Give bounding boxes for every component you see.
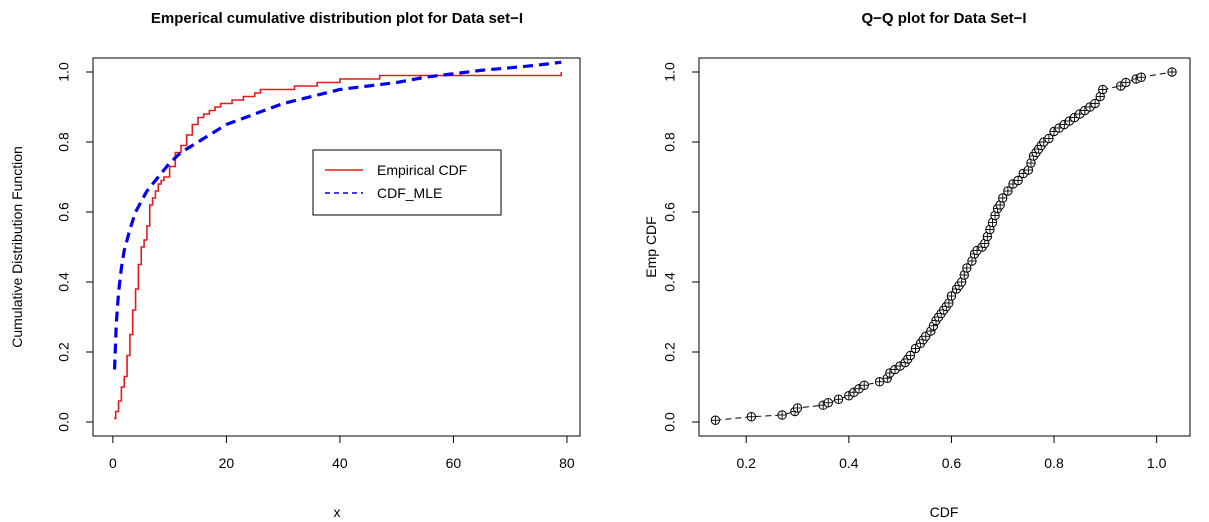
qq-point bbox=[859, 380, 869, 390]
ecdf-x-tick-label: 40 bbox=[332, 455, 348, 471]
series-line-cdf-mle bbox=[112, 60, 562, 370]
qq-point bbox=[1121, 77, 1131, 88]
qq-point bbox=[746, 412, 757, 422]
qq-point bbox=[792, 403, 803, 413]
ecdf-x-tick-label: 20 bbox=[219, 455, 235, 471]
qq-y-tick-label: 0.8 bbox=[662, 132, 678, 152]
qq-point bbox=[823, 398, 833, 408]
ecdf-y-tick-label: 0.8 bbox=[56, 132, 72, 152]
ecdf-y-axis-label: Cumulative Distribution Function bbox=[9, 146, 25, 348]
series-line-empirical-cdf bbox=[114, 72, 563, 420]
qq-point bbox=[905, 350, 916, 361]
qq-point bbox=[1090, 98, 1100, 109]
ecdf-y-tick-label: 1.0 bbox=[56, 62, 72, 82]
ecdf-legend: Empirical CDF CDF_MLE bbox=[312, 149, 502, 216]
legend-box bbox=[312, 149, 502, 216]
qq-point bbox=[962, 263, 972, 273]
qq-point bbox=[980, 238, 990, 249]
qq-x-tick-label: 0.4 bbox=[839, 455, 859, 471]
qq-point bbox=[944, 298, 954, 308]
qq-x-tick-label: 0.2 bbox=[736, 455, 756, 471]
ecdf-chart-title: Emperical cumulative distribution plot f… bbox=[151, 10, 523, 27]
ecdf-y-tick-label: 0.2 bbox=[56, 342, 72, 362]
legend-label-mle: CDF_MLE bbox=[377, 185, 442, 201]
ecdf-chart: Emperical cumulative distribution plot f… bbox=[9, 10, 581, 520]
qq-point bbox=[998, 193, 1008, 203]
qq-chart: Q−Q plot for Data Set−I 0.2 0.4 0.6 0.8 1.0 0… bbox=[643, 10, 1191, 520]
qq-y-tick-label: 0.4 bbox=[662, 272, 678, 292]
qq-x-tick-label: 1.0 bbox=[1147, 455, 1167, 471]
ecdf-x-tick-label: 80 bbox=[559, 455, 575, 471]
qq-y-tick-label: 0.2 bbox=[662, 342, 678, 362]
qq-y-tick-label: 1.0 bbox=[662, 62, 678, 82]
qq-point bbox=[833, 394, 844, 404]
qq-chart-title: Q−Q plot for Data Set−I bbox=[861, 10, 1026, 27]
qq-point bbox=[982, 231, 993, 242]
qq-point bbox=[959, 270, 969, 280]
qq-x-tick-label: 0.8 bbox=[1044, 455, 1064, 471]
qq-point bbox=[710, 415, 721, 425]
qq-point bbox=[987, 217, 998, 228]
ecdf-y-tick-label: 0.4 bbox=[56, 272, 72, 292]
qq-point bbox=[1167, 67, 1177, 77]
qq-point bbox=[1003, 186, 1013, 196]
qq-point bbox=[874, 377, 885, 387]
ecdf-x-tick-label: 60 bbox=[446, 455, 462, 471]
ecdf-y-tick-label: 0.6 bbox=[56, 202, 72, 222]
ecdf-x-axis-label: x bbox=[334, 504, 341, 520]
qq-point bbox=[967, 256, 977, 266]
qq-point bbox=[1136, 72, 1146, 82]
qq-point bbox=[1026, 158, 1036, 168]
qq-y-axis-label: Emp CDF bbox=[643, 216, 659, 277]
qq-point bbox=[1098, 84, 1108, 95]
ecdf-x-tick-label: 0 bbox=[109, 455, 117, 471]
qq-x-tick-label: 0.6 bbox=[942, 455, 962, 471]
legend-label-empirical: Empirical CDF bbox=[377, 162, 467, 178]
ecdf-plot-frame bbox=[92, 57, 581, 437]
qq-y-tick-label: 0.6 bbox=[662, 202, 678, 222]
qq-y-tick-label: 0.0 bbox=[662, 412, 678, 432]
qq-x-axis-label: CDF bbox=[930, 504, 959, 520]
qq-point bbox=[1044, 133, 1054, 144]
qq-point bbox=[777, 410, 787, 420]
qq-point bbox=[1023, 165, 1034, 175]
qq-connecting-line bbox=[715, 71, 1173, 421]
qq-point bbox=[946, 291, 957, 301]
ecdf-y-tick-label: 0.0 bbox=[56, 412, 72, 432]
qq-plot-frame bbox=[698, 57, 1191, 437]
qq-point bbox=[1013, 175, 1023, 186]
